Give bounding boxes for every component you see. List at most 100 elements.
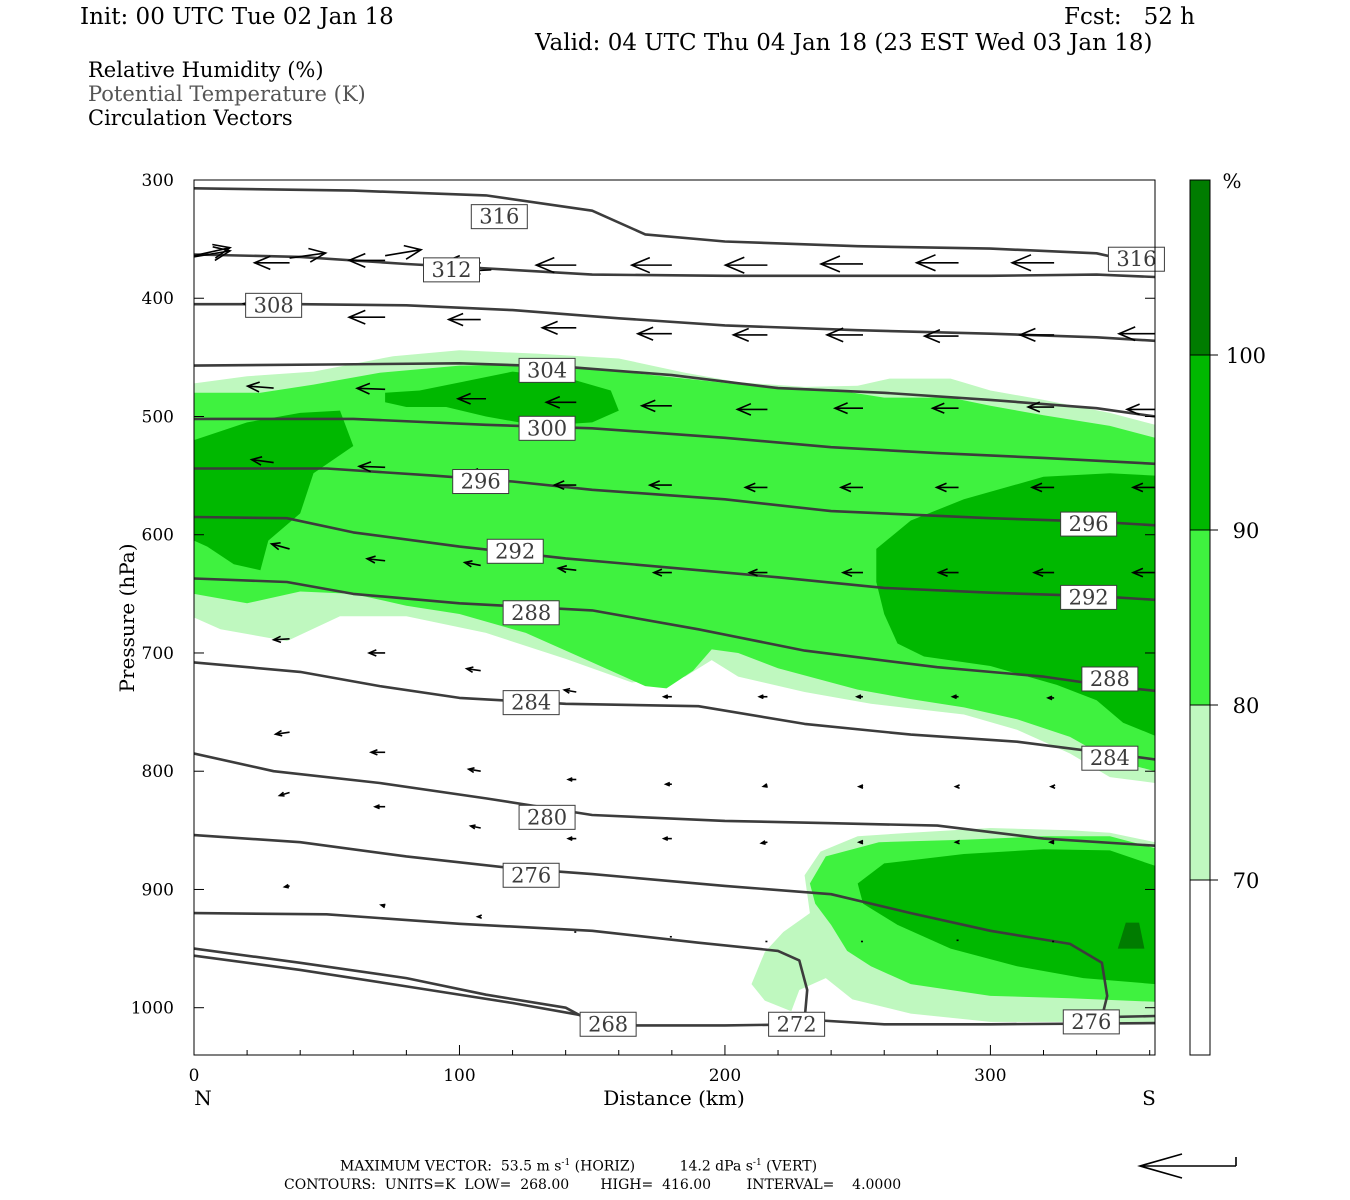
circulation-vector <box>936 568 959 578</box>
y-axis-title: Pressure (hPa) <box>115 544 139 693</box>
circulation-vector <box>1046 695 1055 701</box>
theta-label-box-284-1 <box>1081 745 1139 771</box>
y-tick-label-1000: 1000 <box>131 999 174 1019</box>
circulation-vector <box>759 840 768 845</box>
circulation-vector <box>347 309 386 325</box>
theta-contour-276 <box>194 833 1155 1019</box>
circulation-vector <box>379 903 386 909</box>
legend-potential-temperature: Potential Temperature (K) <box>88 82 366 106</box>
circulation-vector <box>373 804 386 810</box>
circulation-vector <box>856 784 864 790</box>
theta-label-box-276-1 <box>1062 1009 1120 1035</box>
circulation-vector <box>269 542 290 551</box>
colorbar: 100 90 80 70 <box>1189 179 1266 1056</box>
circulation-vector <box>930 402 959 414</box>
circulation-vector <box>462 560 481 568</box>
y-tick-label-300: 300 <box>142 171 174 191</box>
x-tick-label-200: 200 <box>709 1066 741 1086</box>
theta-contour-264 <box>194 954 580 1017</box>
circulation-vector <box>1116 326 1155 342</box>
theta-label-box-300-0 <box>518 415 576 441</box>
circulation-vector <box>950 694 959 700</box>
circulation-vector <box>385 244 424 260</box>
theta-label-280-0: 280 <box>527 805 567 829</box>
circulation-vector <box>1030 482 1055 493</box>
circulation-vector <box>468 824 481 830</box>
circulation-vector <box>1032 568 1055 578</box>
circulation-vector <box>552 480 577 490</box>
theta-label-box-288-1 <box>1081 666 1139 692</box>
circulation-vector <box>194 243 233 259</box>
theta-label-304-0: 304 <box>527 358 567 382</box>
colorbar-segment-1 <box>1190 355 1210 530</box>
circulation-vector <box>1018 327 1055 343</box>
circulation-vector <box>289 247 328 263</box>
y-tick-label-700: 700 <box>142 644 174 664</box>
circulation-vector <box>651 568 672 577</box>
circulation-vector <box>282 883 290 889</box>
theta-contour-280 <box>194 752 1155 847</box>
circulation-vector <box>273 729 290 737</box>
theta-label-box-280-0 <box>518 804 576 830</box>
circulation-vector <box>761 783 768 788</box>
circulation-vector-layer <box>194 243 1155 943</box>
colorbar-segment-3 <box>1190 705 1210 880</box>
theta-contour-288 <box>194 577 1155 693</box>
y-tick-label-400: 400 <box>142 289 174 309</box>
circulation-vector <box>455 392 487 405</box>
theta-label-box-276-0 <box>502 862 560 888</box>
theta-contour-272 <box>194 911 1155 1026</box>
theta-label-288-0: 288 <box>511 601 551 625</box>
legend-relative-humidity: Relative Humidity (%) <box>88 58 324 82</box>
circulation-vector <box>1124 403 1155 416</box>
theta-contour-268 <box>194 947 805 1027</box>
valid-time: Valid: 04 UTC Thu 04 Jan 18 (23 EST Wed … <box>535 30 1153 56</box>
theta-label-box-292-1 <box>1060 584 1118 610</box>
x-tick-label-300: 300 <box>974 1066 1006 1086</box>
circulation-vector <box>1049 784 1056 790</box>
circulation-vector <box>1048 839 1055 845</box>
y-tick-label-600: 600 <box>142 526 174 546</box>
theta-label-300-0: 300 <box>527 416 567 440</box>
theta-label-316-0: 316 <box>479 205 519 229</box>
theta-label-box-316-0 <box>470 204 528 230</box>
footer-max-vector-mid: (HORIZ) 14.2 dPa s <box>570 1158 753 1175</box>
y-tick-label-800: 800 <box>142 762 174 782</box>
footer-max-vector-suffix: (VERT) <box>761 1158 818 1175</box>
circulation-vector <box>838 482 863 493</box>
init-time: Init: 00 UTC Tue 02 Jan 18 <box>80 4 394 30</box>
theta-label-272-0: 272 <box>777 1012 817 1036</box>
circulation-vector <box>629 256 672 274</box>
theta-label-312-0: 312 <box>431 258 471 282</box>
circulation-vector <box>856 839 864 845</box>
footer-contour-info: CONTOURS: UNITS=K LOW= 268.00 HIGH= 416.… <box>284 1177 902 1193</box>
theta-contour-292 <box>194 515 1155 602</box>
circulation-vector <box>854 694 863 700</box>
circulation-vector <box>277 791 290 797</box>
theta-label-box-292-0 <box>486 538 544 564</box>
circulation-vector <box>544 395 577 409</box>
humidity-region-100-8 <box>1117 922 1145 949</box>
theta-label-288-1: 288 <box>1090 667 1130 691</box>
theta-contour-304 <box>194 361 1155 418</box>
circulation-vector <box>639 399 672 413</box>
colorbar-segment-0 <box>1190 180 1210 355</box>
theta-label-box-268-0 <box>579 1011 637 1037</box>
circulation-vector <box>731 327 768 343</box>
footer-max-vector-exponent-vert: -1 <box>752 1158 762 1168</box>
theta-label-284-0: 284 <box>511 691 551 715</box>
theta-label-box-308-0 <box>245 292 303 318</box>
circulation-vector <box>534 256 577 274</box>
theta-label-box-296-1 <box>1060 511 1118 537</box>
circulation-vector <box>647 480 672 490</box>
theta-label-308-0: 308 <box>254 293 294 317</box>
x-tick-label-0: 0 <box>189 1066 200 1086</box>
humidity-region-90-2 <box>194 410 354 571</box>
circulation-vector <box>661 694 672 700</box>
circulation-vector <box>824 327 863 343</box>
humidity-region-90-3 <box>385 371 619 426</box>
circulation-vector <box>735 402 768 416</box>
theta-label-box-296-0 <box>452 469 510 495</box>
circulation-vector <box>934 482 959 493</box>
colorbar-tick-label-90: 90 <box>1233 519 1260 543</box>
